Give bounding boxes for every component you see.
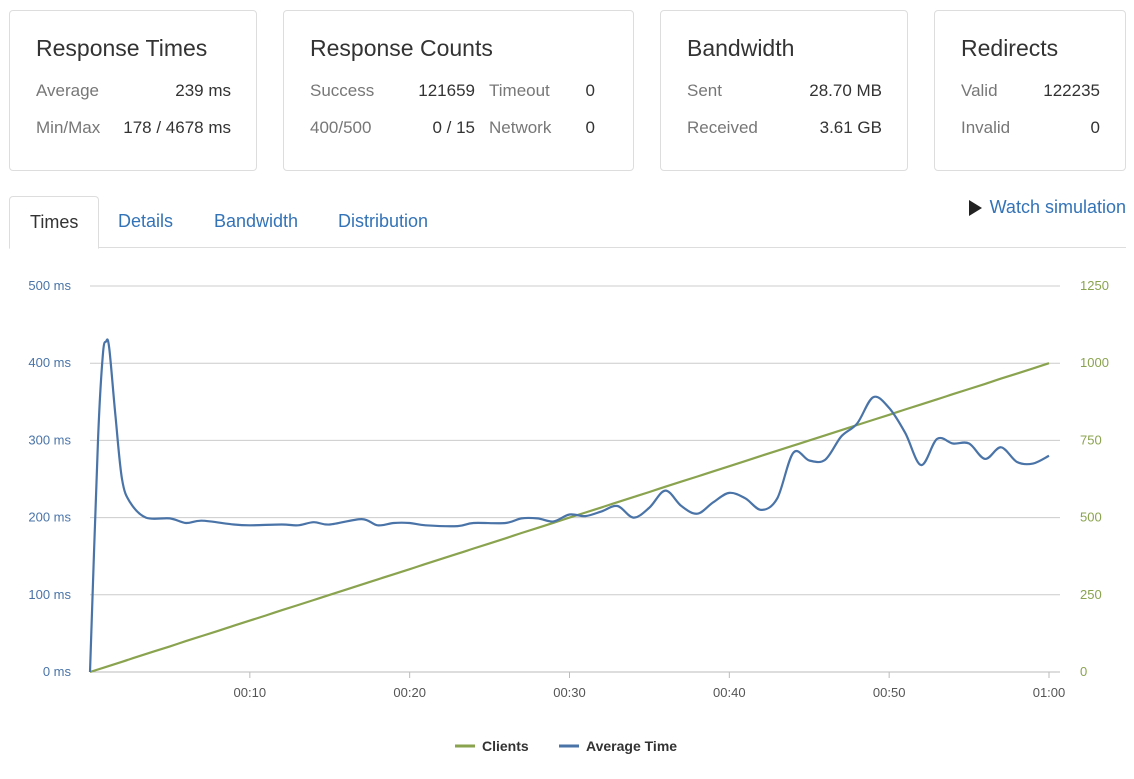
errors-value: 0 / 15 <box>432 118 475 137</box>
y-right-tick-label: 1000 <box>1080 355 1109 370</box>
tab-times[interactable]: Times <box>9 196 100 249</box>
x-tick-label: 00:10 <box>234 685 267 700</box>
y-left-tick-label: 200 ms <box>28 510 71 525</box>
tab-distribution[interactable]: Distribution <box>338 211 429 231</box>
invalid-value: 0 <box>1090 118 1100 137</box>
x-tick-label: 01:00 <box>1033 685 1066 700</box>
bandwidth-title: Bandwidth <box>687 35 795 61</box>
minmax-value: 178 / 4678 ms <box>123 118 231 137</box>
redirects-card: Redirects Valid 122235 Invalid 0 <box>934 10 1126 171</box>
valid-label: Valid <box>961 81 998 100</box>
response-counts-title: Response Counts <box>310 35 493 61</box>
x-tick-label: 00:20 <box>393 685 426 700</box>
play-icon <box>968 199 982 216</box>
chart-tabs: Times Details Bandwidth Distribution <box>9 196 1126 249</box>
timeout-value: 0 <box>585 81 595 100</box>
y-left-tick-label: 500 ms <box>28 278 71 293</box>
timeout-label: Timeout <box>489 81 550 100</box>
y-left-tick-label: 400 ms <box>28 355 71 370</box>
errors-label: 400/500 <box>310 118 372 137</box>
redirects-title: Redirects <box>961 35 1059 61</box>
times-chart: 0 ms 100 ms 200 ms 300 ms 400 ms 500 ms 0 250 50… <box>28 278 1109 754</box>
watch-simulation-link[interactable]: Watch simulation <box>968 197 1126 218</box>
invalid-label: Invalid <box>961 118 1011 137</box>
average-time-series-line <box>88 338 1050 673</box>
y-left-tick-label: 0 ms <box>43 664 72 679</box>
bandwidth-card: Bandwidth Sent 28.70 MB Received 3.61 GB <box>660 10 908 171</box>
tab-details[interactable]: Details <box>118 211 174 231</box>
chart-legend: Clients Average Time <box>455 738 677 754</box>
y-left-tick-label: 100 ms <box>28 587 71 602</box>
y-right-tick-label: 500 <box>1080 510 1102 525</box>
y-right-tick-label: 250 <box>1080 587 1102 602</box>
success-label: Success <box>310 81 375 100</box>
network-label: Network <box>489 118 552 137</box>
x-tick-label: 00:40 <box>713 685 746 700</box>
sent-value: 28.70 MB <box>809 81 882 100</box>
y-right-tick-label: 1250 <box>1080 278 1109 293</box>
minmax-label: Min/Max <box>36 118 101 137</box>
tab-bandwidth[interactable]: Bandwidth <box>214 211 299 231</box>
x-tick-label: 00:30 <box>553 685 586 700</box>
legend-clients-label: Clients <box>482 738 529 754</box>
legend-average-time-label: Average Time <box>586 738 677 754</box>
response-counts-card: Response Counts Success 121659 Timeout 0… <box>283 10 634 171</box>
received-label: Received <box>687 118 758 137</box>
y-left-tick-label: 300 ms <box>28 432 71 447</box>
received-value: 3.61 GB <box>819 118 882 137</box>
success-value: 121659 <box>418 81 475 100</box>
y-right-tick-label: 0 <box>1080 664 1087 679</box>
valid-value: 122235 <box>1043 81 1100 100</box>
x-tick-label: 00:50 <box>873 685 906 700</box>
average-label: Average <box>36 81 100 100</box>
watch-simulation-label: Watch simulation <box>989 197 1126 217</box>
clients-series-line <box>89 362 1050 674</box>
response-times-card: Response Times Average 239 ms Min/Max 17… <box>9 10 257 171</box>
sent-label: Sent <box>687 81 722 100</box>
y-right-tick-label: 750 <box>1080 432 1102 447</box>
network-value: 0 <box>585 118 595 137</box>
response-times-title: Response Times <box>36 35 208 61</box>
average-value: 239 ms <box>175 81 231 100</box>
